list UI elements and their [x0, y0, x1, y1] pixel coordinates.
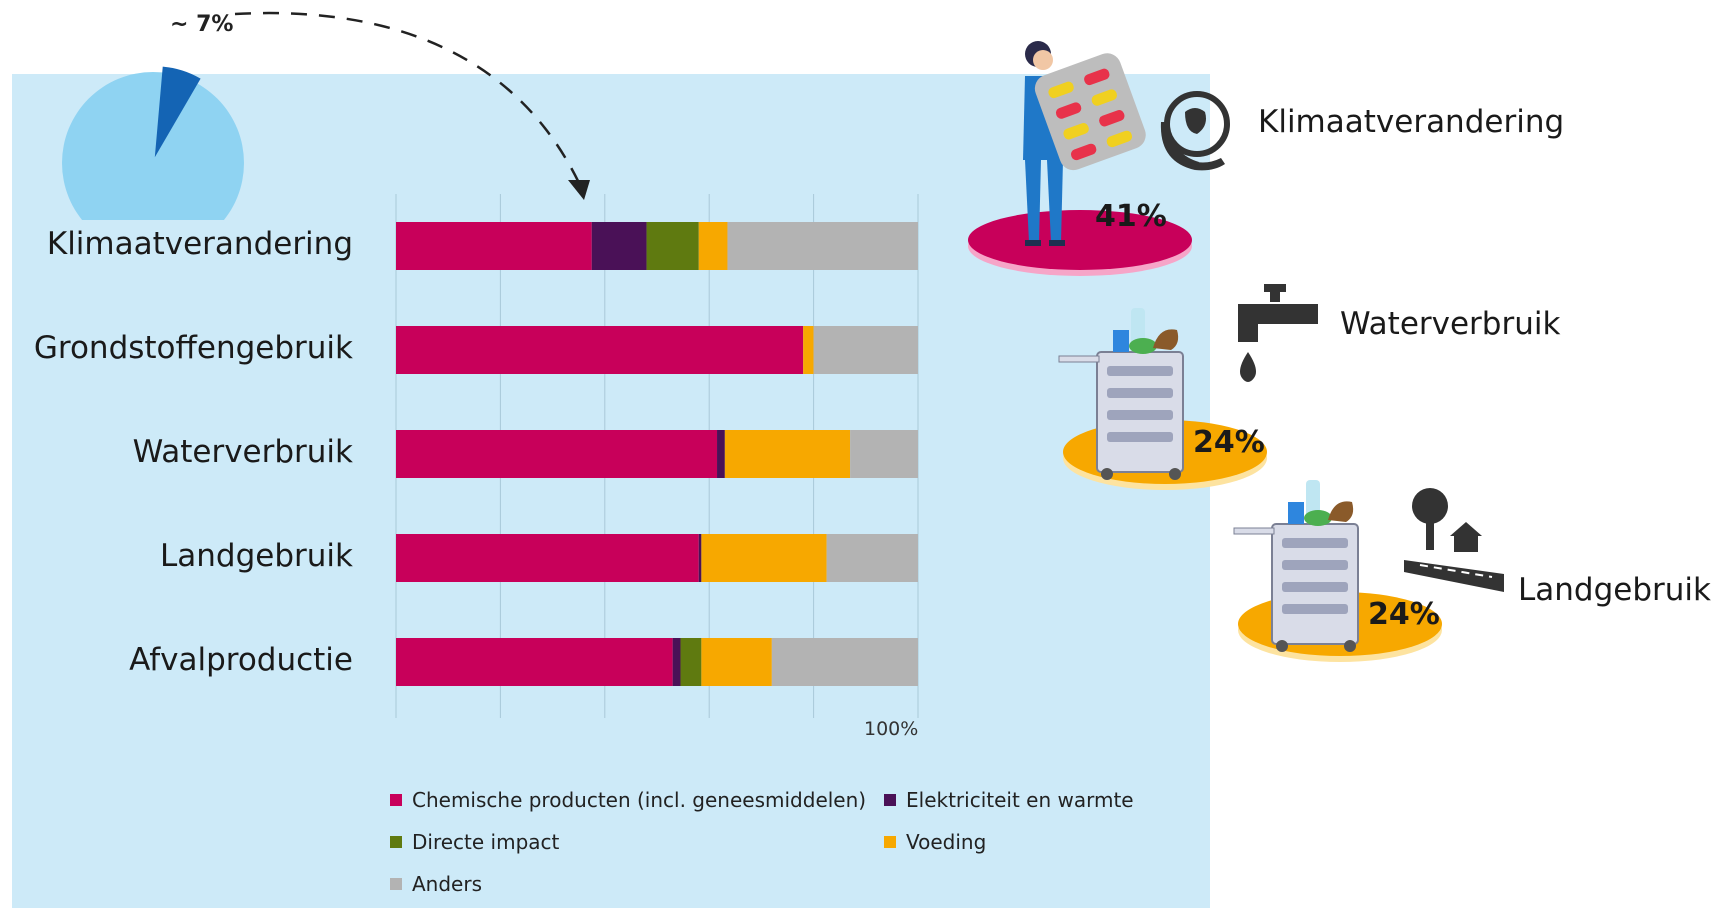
impact-percent: 24%: [1368, 597, 1440, 632]
food-item: [1113, 330, 1129, 352]
trolley-wheel: [1101, 468, 1113, 480]
arrow-head-icon: [568, 180, 590, 200]
legend-label: Elektriciteit en warmte: [906, 788, 1134, 812]
pie-main-slice: [62, 72, 244, 220]
legend-item-elektriciteit: Elektriciteit en warmte: [884, 788, 1134, 812]
bar-segment: [396, 430, 718, 478]
legend-swatch: [884, 794, 896, 806]
pill: [1084, 68, 1110, 86]
bar-segment: [826, 534, 918, 582]
legend-label: Directe impact: [412, 830, 560, 854]
tree-house-road-icon: [1404, 488, 1504, 592]
trolley-wheel: [1169, 468, 1181, 480]
trolley-drawer: [1107, 410, 1173, 420]
bar-segment: [396, 534, 699, 582]
trolley-wheel: [1344, 640, 1356, 652]
pie-chart: [62, 11, 590, 220]
nurse-face: [1033, 50, 1053, 70]
pill: [1063, 123, 1089, 140]
legend-item-chemische: Chemische producten (incl. geneesmiddele…: [390, 788, 866, 812]
legend-label: Voeding: [906, 830, 987, 854]
pie-percent-label: ~ 7%: [170, 12, 234, 37]
bar-segment: [813, 326, 918, 374]
impact-label: Waterverbruik: [1340, 306, 1561, 342]
nurse-shoe: [1049, 240, 1065, 246]
earth-hands-icon: [1160, 91, 1230, 171]
legend-label: Chemische producten (incl. geneesmiddele…: [412, 788, 867, 812]
category-label: Waterverbruik: [132, 434, 353, 470]
impact-label: Klimaatverandering: [1258, 104, 1565, 140]
trolley-drawer: [1282, 582, 1348, 592]
impact-percent: 41%: [1095, 199, 1167, 234]
trolley-wheel: [1276, 640, 1288, 652]
pill-blister: [1034, 53, 1146, 171]
food-trolley-illustration: 24%: [1233, 480, 1442, 662]
pill: [1048, 81, 1074, 99]
category-label: Klimaatverandering: [46, 226, 353, 262]
category-label: Grondstoffengebruik: [33, 330, 353, 366]
bar-segment: [724, 430, 851, 478]
bar-segment: [672, 638, 681, 686]
category-label: Afvalproductie: [129, 642, 353, 678]
nurse-pills-illustration: 41%: [968, 41, 1192, 276]
bar-segment: [850, 430, 918, 478]
bar-segment: [717, 430, 725, 478]
legend-label: Anders: [412, 872, 482, 896]
trolley-drawer: [1282, 560, 1348, 570]
trolley-drawer: [1107, 366, 1173, 376]
legend-swatch: [884, 836, 896, 848]
bar-segment: [680, 638, 702, 686]
pie-highlight-slice: [154, 66, 201, 158]
bar-segment: [803, 326, 814, 374]
bar-segment: [396, 326, 804, 374]
trolley-shelf: [1058, 355, 1100, 363]
pill: [1091, 89, 1117, 106]
nurse-shoe: [1025, 240, 1041, 246]
impact-label: Landgebruik: [1518, 572, 1711, 608]
bar-segment: [396, 222, 592, 270]
trolley-drawer: [1282, 604, 1348, 614]
nurse-leg: [1025, 160, 1041, 242]
water-tap-icon: [1238, 284, 1318, 382]
bar-segment: [591, 222, 647, 270]
bar-segment: [701, 638, 772, 686]
category-label: Landgebruik: [160, 538, 353, 574]
x-tick-label: 100%: [864, 718, 919, 740]
bread: [1153, 329, 1179, 350]
legend-swatch: [390, 836, 402, 848]
bar-segment: [771, 638, 918, 686]
bar-segment: [646, 222, 699, 270]
pill: [1106, 130, 1133, 148]
vegetables: [1304, 510, 1332, 526]
pill: [1070, 143, 1097, 161]
bar-segment: [727, 222, 918, 270]
legend-item-anders: Anders: [390, 872, 482, 896]
vegetables: [1129, 338, 1157, 354]
bread: [1328, 501, 1354, 522]
disc-top: [968, 210, 1192, 270]
bar-segment: [701, 534, 827, 582]
trolley-shelf: [1233, 527, 1275, 535]
trolley-drawer: [1107, 432, 1173, 442]
trolley-drawer: [1282, 538, 1348, 548]
nurse-leg: [1047, 160, 1063, 242]
food-item: [1288, 502, 1304, 524]
food-trolley-illustration: 24%: [1058, 308, 1267, 490]
arrow-path: [234, 11, 582, 186]
pill: [1099, 110, 1125, 127]
bar-segment: [698, 222, 728, 270]
pill: [1055, 102, 1082, 119]
legend-swatch: [390, 878, 402, 890]
legend-item-directe-impact: Directe impact: [390, 830, 559, 854]
bar-segments: [396, 222, 918, 686]
trolley-drawer: [1107, 388, 1173, 398]
impact-percent: 24%: [1193, 425, 1265, 460]
bar-segment: [396, 638, 673, 686]
bar-segment: [698, 534, 702, 582]
legend-item-voeding: Voeding: [884, 830, 986, 854]
legend-swatch: [390, 794, 402, 806]
